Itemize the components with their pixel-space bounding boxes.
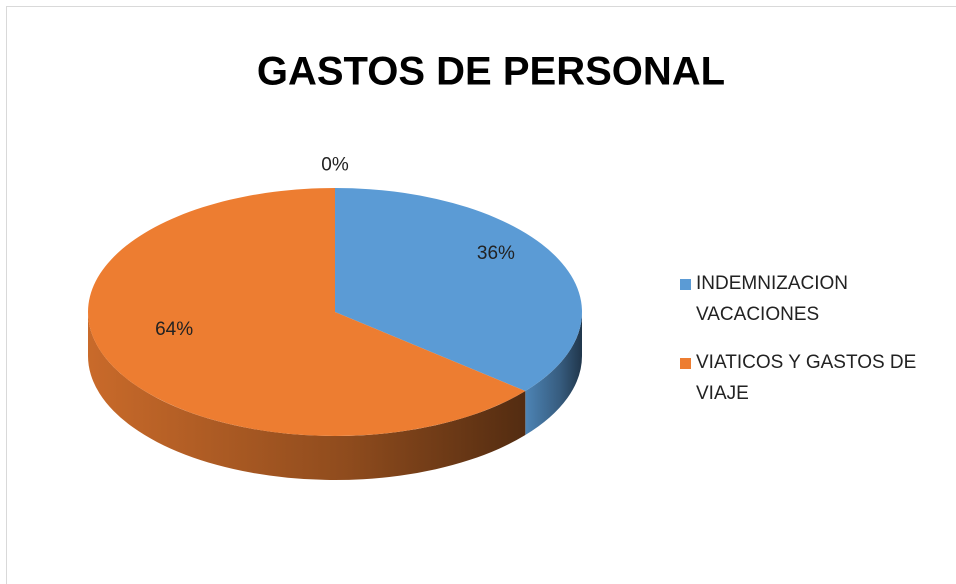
data-label: 36% [477,243,515,264]
chart-title: GASTOS DE PERSONAL [257,50,725,94]
legend-swatch [680,279,691,290]
legend-swatch [680,358,691,369]
legend: INDEMNIZACION VACACIONES VIATICOS Y GASTO… [680,268,942,426]
slice-side [88,312,526,480]
legend-item: INDEMNIZACION VACACIONES [680,268,942,330]
slice [335,188,582,392]
data-label: 64% [155,319,193,340]
legend-item: VIATICOS Y GASTOS DE VIAJE [680,347,942,409]
legend-label: INDEMNIZACION VACACIONES [696,273,848,325]
slice [87,188,526,437]
legend-label: VIATICOS Y GASTOS DE VIAJE [696,352,917,404]
data-label: 0% [321,155,349,176]
slice-side [525,312,582,436]
